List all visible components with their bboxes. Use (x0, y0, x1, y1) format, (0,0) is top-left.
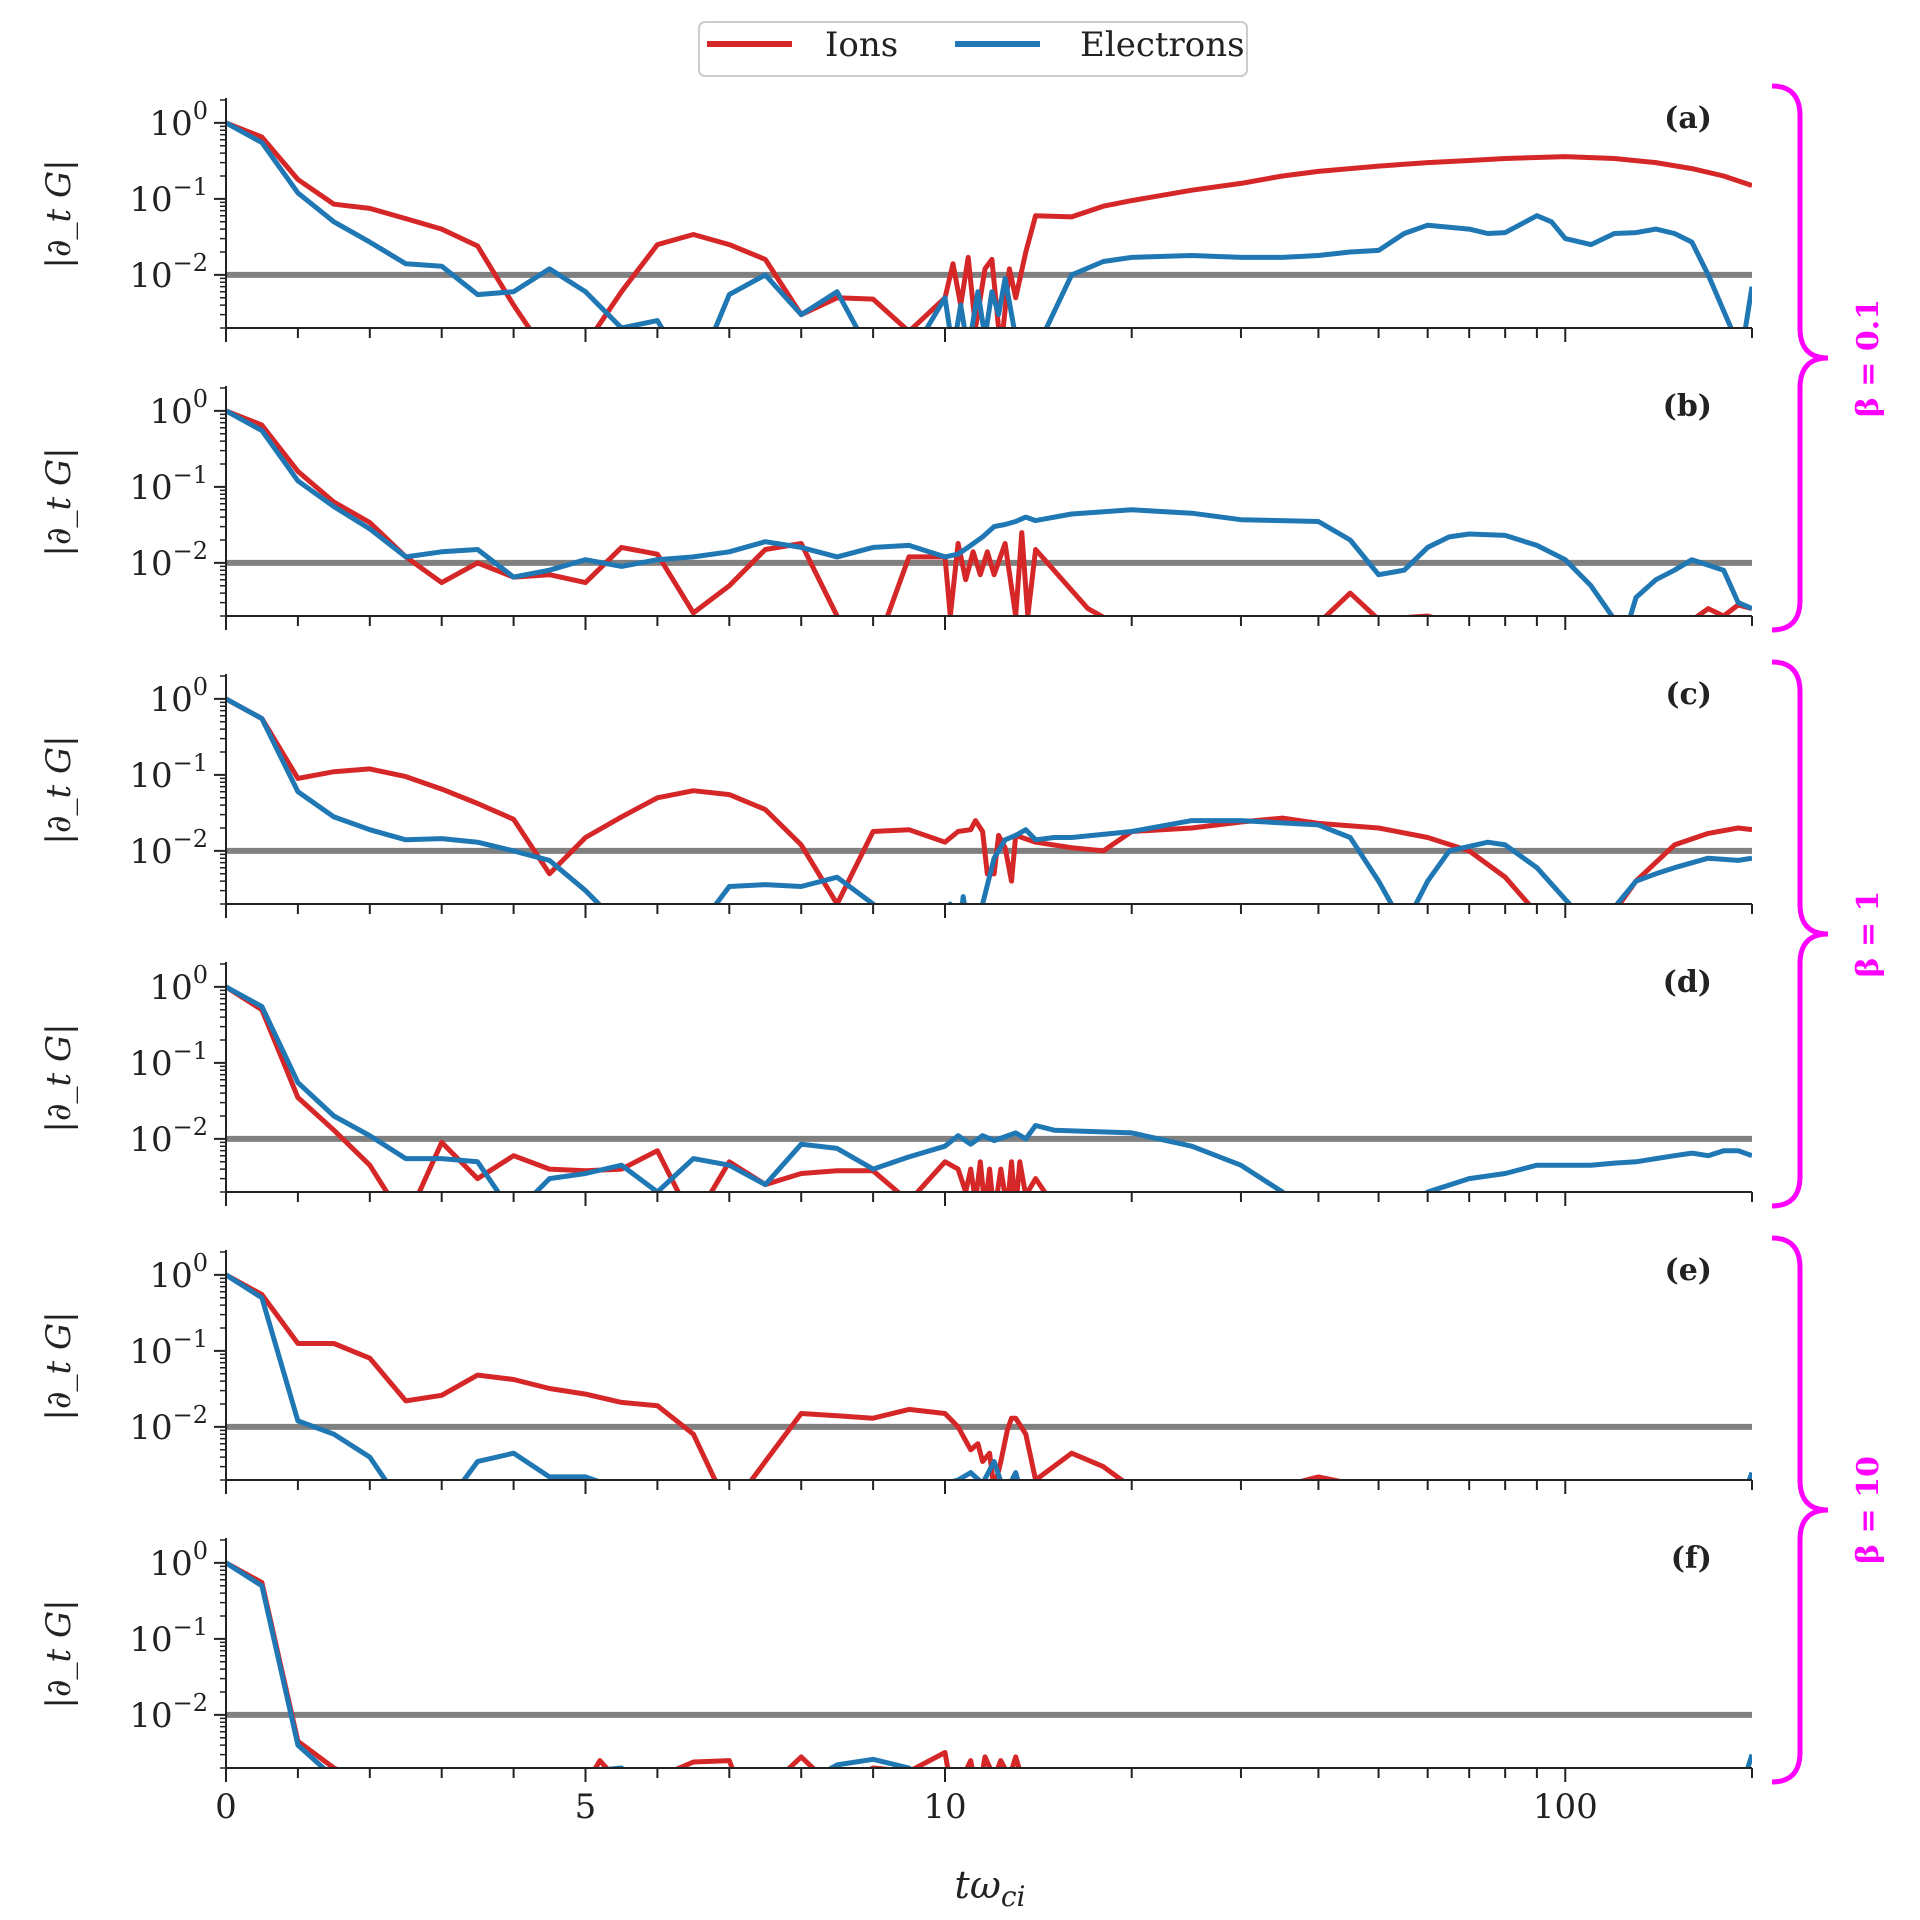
panel-label: (b) (1663, 389, 1712, 424)
legend-ions-label: Ions (825, 25, 898, 65)
series-line-ions (226, 120, 1752, 328)
series-line-electrons (226, 408, 1752, 616)
series-line-ions (226, 1560, 1022, 1768)
y-axis-label: |∂_t G| (39, 159, 79, 268)
y-tick-label: 10−1 (129, 749, 208, 796)
legend-electrons-label: Electrons (1080, 25, 1245, 65)
panel-b: 100 10−1 10−2 |∂_t G| (b) (39, 385, 1753, 630)
series-group (226, 1560, 1752, 1768)
x-tick-label: 100 (1533, 1787, 1598, 1827)
y-tick-label: 10−1 (129, 1037, 208, 1084)
panel-f: 100 10−1 10−2 |∂_t G| (f) (39, 1537, 1753, 1782)
series-group (226, 984, 1752, 1192)
y-tick-label: 10−2 (129, 1401, 208, 1448)
y-tick-label: 100 (149, 1249, 208, 1296)
panel-label: (c) (1665, 677, 1712, 712)
beta-brace (1771, 83, 1829, 633)
y-tick-label: 100 (149, 97, 208, 144)
y-tick-label: 10−2 (129, 249, 208, 296)
y-tick-label: 100 (149, 673, 208, 720)
y-axis-label: |∂_t G| (39, 735, 79, 844)
series-group (226, 408, 1752, 616)
beta-braces: β = 0.1 β = 1 β = 10 (1771, 83, 1886, 1785)
series-group (226, 120, 1752, 328)
y-tick-label: 100 (149, 1537, 208, 1584)
panel-c: 100 10−1 10−2 |∂_t G| (c) (39, 673, 1753, 918)
beta-brace (1771, 1235, 1829, 1785)
beta-label: β = 10 (1851, 1456, 1886, 1564)
beta-label: β = 0.1 (1851, 299, 1886, 417)
series-group (226, 696, 1752, 904)
y-tick-label: 10−2 (129, 537, 208, 584)
panels: 100 10−1 10−2 |∂_t G| (a) 100 10−1 10−2 |∂_t G| (… (39, 97, 1753, 1782)
x-tick-label: 0 (215, 1787, 237, 1827)
series-line-ions (226, 1272, 1346, 1480)
panel-label: (f) (1671, 1541, 1712, 1576)
panel-e: 100 10−1 10−2 |∂_t G| (e) (39, 1249, 1753, 1494)
y-tick-label: 10−2 (129, 1689, 208, 1736)
x-tick-label: 10 (923, 1787, 966, 1827)
beta-brace (1771, 659, 1829, 1209)
series-line-electrons (226, 984, 1752, 1192)
y-axis-label: |∂_t G| (39, 447, 79, 556)
x-tick-label: 5 (575, 1787, 597, 1827)
x-tick-labels: 0 5 10 100 (215, 1787, 1598, 1827)
y-tick-label: 10−1 (129, 1613, 208, 1660)
series-line-electrons (226, 696, 1752, 904)
series-line-electrons (226, 120, 1752, 328)
y-axis-label: |∂_t G| (39, 1023, 79, 1132)
y-axis-label: |∂_t G| (39, 1599, 79, 1708)
panel-label: (a) (1664, 101, 1712, 136)
series-line-electrons (226, 1272, 1752, 1480)
beta-label: β = 1 (1851, 891, 1886, 978)
panel-label: (e) (1665, 1253, 1712, 1288)
series-line-ions (226, 696, 1752, 904)
legend-box (698, 21, 1248, 77)
y-axis-label: |∂_t G| (39, 1311, 79, 1420)
legend: Ions Electrons (698, 21, 1248, 77)
y-tick-label: 10−2 (129, 1113, 208, 1160)
panel-d: 100 10−1 10−2 |∂_t G| (d) (39, 961, 1753, 1206)
x-axis-label: tωci (955, 1863, 1026, 1913)
series-line-ions (226, 408, 1752, 616)
panel-a: 100 10−1 10−2 |∂_t G| (a) (39, 97, 1753, 342)
y-tick-label: 100 (149, 385, 208, 432)
panel-label: (d) (1663, 965, 1712, 1000)
y-tick-label: 10−1 (129, 1325, 208, 1372)
y-tick-label: 100 (149, 961, 208, 1008)
y-tick-label: 10−1 (129, 461, 208, 508)
y-tick-label: 10−1 (129, 173, 208, 220)
series-group (226, 1272, 1752, 1480)
y-tick-label: 10−2 (129, 825, 208, 872)
